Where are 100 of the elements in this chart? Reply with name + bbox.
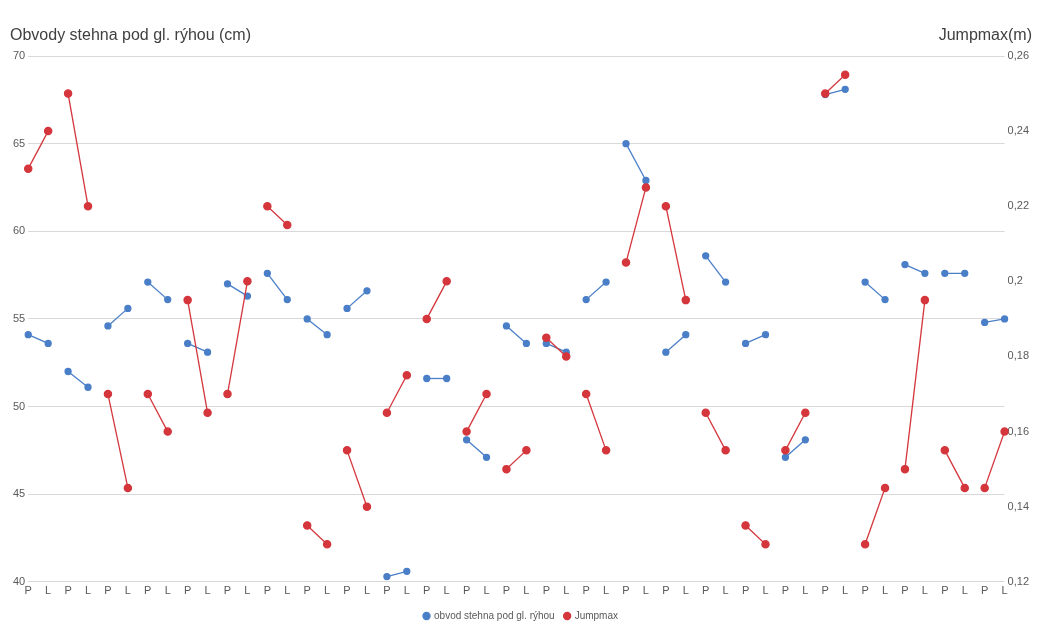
- point: [900, 464, 910, 474]
- point: [761, 539, 770, 549]
- y2-tick-label: 0,26: [1007, 49, 1030, 62]
- point: [880, 483, 890, 493]
- point: [223, 280, 232, 288]
- point: [83, 201, 93, 211]
- point: [721, 278, 730, 286]
- point: [442, 277, 451, 286]
- point: [342, 446, 352, 455]
- y-tick-label: 50: [12, 399, 26, 412]
- point: [701, 408, 710, 418]
- point: [841, 85, 849, 93]
- point: [561, 352, 571, 361]
- point: [542, 333, 551, 342]
- x-tick-label: L: [762, 584, 769, 597]
- y2-tick-label: 0,16: [1007, 424, 1030, 437]
- point: [243, 277, 252, 286]
- x-tick-label: L: [921, 584, 928, 597]
- point: [901, 260, 909, 269]
- x-tick-label: P: [383, 584, 391, 597]
- point: [422, 314, 431, 324]
- point: [263, 201, 272, 211]
- x-tick-label: P: [662, 584, 670, 597]
- x-tick-label: L: [443, 584, 450, 597]
- y-tick-label: 45: [12, 487, 26, 500]
- y2-axis-title: Jumpmax(m): [938, 26, 1032, 44]
- y-tick-label: 70: [12, 49, 26, 62]
- point: [283, 295, 291, 304]
- point: [43, 126, 53, 136]
- y2-tick-label: 0,24: [1007, 124, 1030, 137]
- x-tick-label: L: [1001, 584, 1008, 597]
- point: [84, 383, 92, 391]
- x-tick-label: P: [622, 584, 630, 597]
- point: [123, 483, 133, 493]
- point: [960, 483, 969, 493]
- x-tick-label: L: [204, 584, 211, 597]
- x-tick-label: P: [861, 584, 869, 597]
- point: [323, 331, 331, 339]
- point: [303, 315, 311, 323]
- point: [263, 269, 271, 277]
- point: [981, 318, 989, 327]
- point: [44, 339, 52, 348]
- point: [702, 252, 710, 260]
- point: [721, 446, 730, 455]
- x-tick-label: L: [603, 584, 610, 597]
- point: [24, 331, 32, 339]
- x-tick-label: P: [781, 584, 790, 597]
- point: [203, 408, 212, 418]
- x-tick-label: L: [483, 584, 490, 597]
- y-tick-label: 55: [12, 311, 26, 324]
- x-tick-label: L: [881, 584, 889, 597]
- point: [920, 295, 930, 305]
- point: [383, 572, 391, 581]
- point: [223, 389, 232, 399]
- point: [343, 304, 351, 313]
- point: [64, 367, 72, 376]
- point: [103, 389, 113, 399]
- legend-label: Jumpmax: [574, 609, 619, 621]
- y-tick-label: 65: [12, 136, 26, 149]
- x-tick-label: L: [84, 584, 92, 597]
- point: [203, 348, 212, 356]
- point: [1000, 315, 1009, 323]
- point: [302, 521, 312, 530]
- point: [402, 370, 412, 380]
- point: [462, 436, 471, 444]
- x-tick-label: P: [24, 584, 32, 597]
- point: [980, 483, 989, 493]
- x-tick-label: L: [523, 584, 530, 597]
- x-tick-label: P: [462, 584, 471, 597]
- point: [522, 446, 531, 455]
- x-tick-label: P: [423, 584, 431, 597]
- x-tick-label: L: [682, 584, 689, 597]
- x-tick-label: P: [502, 584, 511, 597]
- x-tick-label: L: [164, 584, 171, 597]
- y-axis-title: Obvody stehna pod gl. rýhou (cm): [10, 26, 252, 44]
- point: [761, 331, 770, 339]
- point: [941, 269, 949, 277]
- x-tick-label: P: [901, 584, 909, 597]
- point: [502, 322, 511, 330]
- y2-tick-label: 0,14: [1007, 499, 1030, 512]
- point: [581, 389, 591, 399]
- y2-tick-label: 0,22: [1007, 199, 1030, 212]
- x-tick-label: P: [821, 584, 829, 597]
- point: [801, 408, 810, 418]
- x-tick-label: L: [642, 584, 649, 597]
- x-tick-label: L: [722, 584, 729, 597]
- point: [881, 295, 889, 304]
- x-tick-label: P: [741, 584, 750, 597]
- point: [163, 427, 172, 436]
- point: [681, 295, 691, 305]
- point: [164, 295, 172, 304]
- point: [840, 70, 850, 80]
- point: [741, 339, 750, 348]
- point: [741, 521, 750, 530]
- x-tick-label: P: [941, 584, 949, 597]
- y2-tick-label: 0,2: [1007, 274, 1023, 287]
- point: [940, 446, 950, 455]
- legend-label: obvod stehna pod gl. rýhou: [434, 609, 555, 621]
- x-tick-label: L: [363, 584, 371, 597]
- y2-tick-label: 0,18: [1007, 349, 1030, 362]
